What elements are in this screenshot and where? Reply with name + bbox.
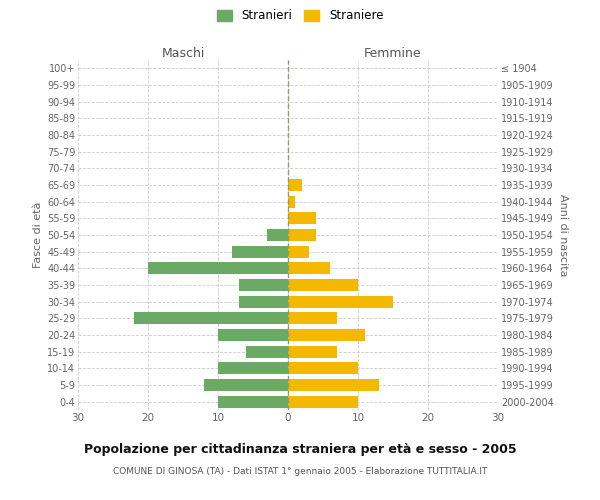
Y-axis label: Fasce di età: Fasce di età: [32, 202, 43, 268]
Bar: [288, 279, 358, 291]
Bar: [288, 246, 309, 258]
Bar: [148, 262, 288, 274]
Bar: [218, 396, 288, 407]
Bar: [288, 329, 365, 341]
Bar: [288, 379, 379, 391]
Bar: [288, 312, 337, 324]
Bar: [288, 196, 295, 207]
Bar: [288, 229, 316, 241]
Bar: [267, 229, 288, 241]
Bar: [246, 346, 288, 358]
Bar: [218, 329, 288, 341]
Y-axis label: Anni di nascita: Anni di nascita: [558, 194, 568, 276]
Legend: Stranieri, Straniere: Stranieri, Straniere: [213, 6, 387, 26]
Text: Popolazione per cittadinanza straniera per età e sesso - 2005: Popolazione per cittadinanza straniera p…: [83, 442, 517, 456]
Text: COMUNE DI GINOSA (TA) - Dati ISTAT 1° gennaio 2005 - Elaborazione TUTTITALIA.IT: COMUNE DI GINOSA (TA) - Dati ISTAT 1° ge…: [113, 468, 487, 476]
Bar: [134, 312, 288, 324]
Bar: [204, 379, 288, 391]
Text: Maschi: Maschi: [161, 47, 205, 60]
Bar: [288, 262, 330, 274]
Text: Femmine: Femmine: [364, 47, 422, 60]
Bar: [218, 362, 288, 374]
Bar: [288, 346, 337, 358]
Bar: [239, 279, 288, 291]
Bar: [288, 212, 316, 224]
Bar: [288, 396, 358, 407]
Bar: [232, 246, 288, 258]
Bar: [239, 296, 288, 308]
Bar: [288, 362, 358, 374]
Bar: [288, 179, 302, 191]
Bar: [288, 296, 393, 308]
